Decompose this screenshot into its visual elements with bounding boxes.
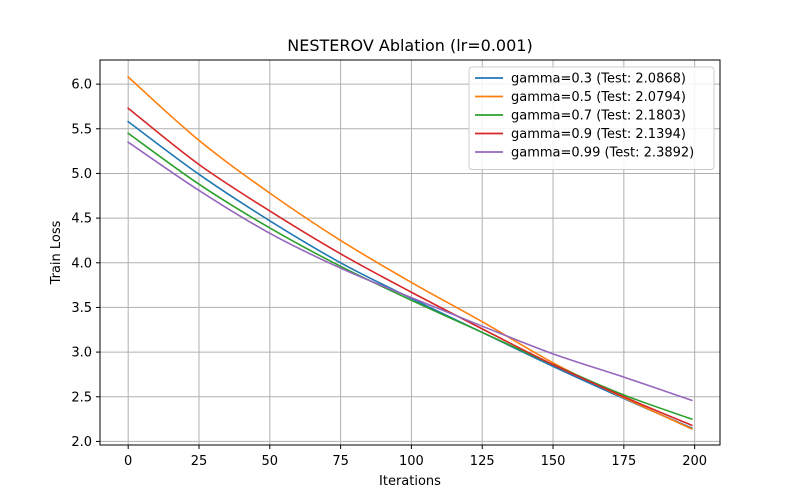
y-axis-label: Train Loss bbox=[49, 220, 64, 285]
x-tick-label: 200 bbox=[682, 454, 707, 469]
series-line-5 bbox=[127, 141, 693, 402]
y-tick-label: 5.0 bbox=[71, 167, 92, 182]
x-tick-label: 75 bbox=[332, 454, 349, 469]
legend: gamma=0.3 (Test: 2.0868) gamma=0.5 (Test:… bbox=[468, 66, 715, 170]
y-tick-label: 2.0 bbox=[71, 435, 92, 450]
legend-label: gamma=0.7 (Test: 2.1803) bbox=[511, 109, 686, 124]
legend-label: gamma=0.9 (Test: 2.1394) bbox=[511, 127, 686, 142]
y-tick-label: 4.5 bbox=[71, 212, 92, 227]
y-tick-label: 4.0 bbox=[71, 256, 92, 271]
y-tick-label: 5.5 bbox=[71, 122, 92, 137]
y-tick-label: 6.0 bbox=[71, 78, 92, 93]
series-line-4 bbox=[127, 107, 693, 427]
legend-label: gamma=0.3 (Test: 2.0868) bbox=[511, 72, 686, 87]
legend-label: gamma=0.5 (Test: 2.0794) bbox=[511, 90, 686, 105]
axis-ticks: 0 25 50 75 100 125 150 175 200 2.0 2.5 3.0 3.5 4.0 4.5… bbox=[71, 78, 707, 469]
series-lines bbox=[127, 75, 693, 430]
y-tick-label: 3.5 bbox=[71, 301, 92, 316]
x-tick-label: 50 bbox=[262, 454, 279, 469]
x-axis-label: Iterations bbox=[379, 474, 441, 489]
x-tick-label: 150 bbox=[541, 454, 566, 469]
series-line-3 bbox=[127, 132, 693, 421]
y-tick-label: 2.5 bbox=[71, 390, 92, 405]
y-tick-label: 3.0 bbox=[71, 346, 92, 361]
plot-frame bbox=[99, 59, 721, 446]
x-tick-label: 125 bbox=[470, 454, 495, 469]
legend-label: gamma=0.99 (Test: 2.3892) bbox=[511, 146, 694, 161]
x-tick-label: 25 bbox=[191, 454, 208, 469]
chart-title: NESTEROV Ablation (lr=0.001) bbox=[287, 36, 532, 55]
x-tick-label: 0 bbox=[124, 454, 132, 469]
legend-box bbox=[468, 66, 715, 170]
x-tick-label: 100 bbox=[399, 454, 424, 469]
x-tick-label: 175 bbox=[611, 454, 636, 469]
